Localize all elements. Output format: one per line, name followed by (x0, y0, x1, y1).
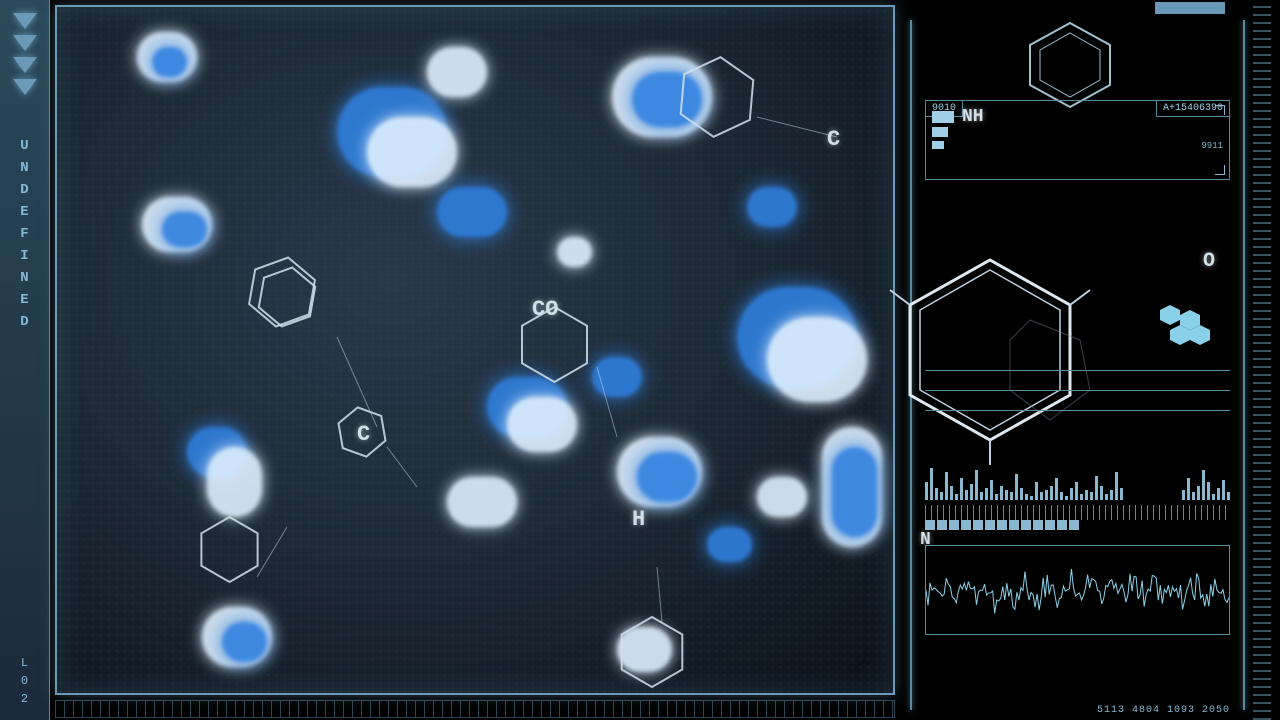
molecular-viewport[interactable]: C C CO H (55, 5, 895, 695)
nav-triangle-icon[interactable] (13, 13, 37, 29)
corner-bracket-icon (1215, 105, 1225, 115)
atom-label-c: C (357, 422, 370, 447)
progress-indicator (925, 520, 1079, 530)
info-subpanel: NH 9911 (925, 100, 1230, 180)
hex-cluster-icon (1155, 300, 1225, 360)
small-code: 9911 (1201, 141, 1223, 151)
nav-triangle-icon[interactable] (13, 79, 37, 95)
nav-triangle-icon[interactable] (13, 57, 37, 73)
corner-bracket-icon (1215, 165, 1225, 175)
panel-frame (1243, 20, 1245, 710)
sidebar-code: L02 (18, 656, 32, 710)
atom-label-co: CO (532, 297, 558, 322)
edge-scale (1253, 0, 1271, 720)
atom-label-c: C (827, 127, 840, 152)
level-bar (932, 127, 948, 137)
atom-label-h: H (632, 507, 645, 532)
spectrum-graph (925, 360, 1230, 520)
hud-root: UNDEFINED L02 C C CO H 9010 A+15406390 N… (0, 0, 1280, 720)
graph-ruler (925, 505, 1230, 520)
timeline-ruler[interactable] (55, 700, 895, 718)
level-bar (932, 111, 954, 123)
waveform-display (925, 545, 1230, 635)
waveform-svg (926, 546, 1229, 634)
panel-tab-button[interactable] (1155, 2, 1225, 14)
coordinate-readout: 5113 4804 1093 2050 (1097, 705, 1230, 716)
atom-label-nh: NH (962, 107, 984, 127)
molecule-overlay (57, 7, 895, 695)
left-sidebar: UNDEFINED L02 (0, 0, 50, 720)
bar-chart-secondary (1182, 470, 1230, 500)
nav-triangle-icon[interactable] (13, 35, 37, 51)
bar-chart (925, 468, 1123, 500)
sidebar-status-label: UNDEFINED (17, 138, 33, 336)
level-bar (932, 141, 944, 149)
data-panel: 9010 A+15406390 NH 9911 O (900, 0, 1275, 720)
atom-label-o: O (1203, 250, 1215, 273)
